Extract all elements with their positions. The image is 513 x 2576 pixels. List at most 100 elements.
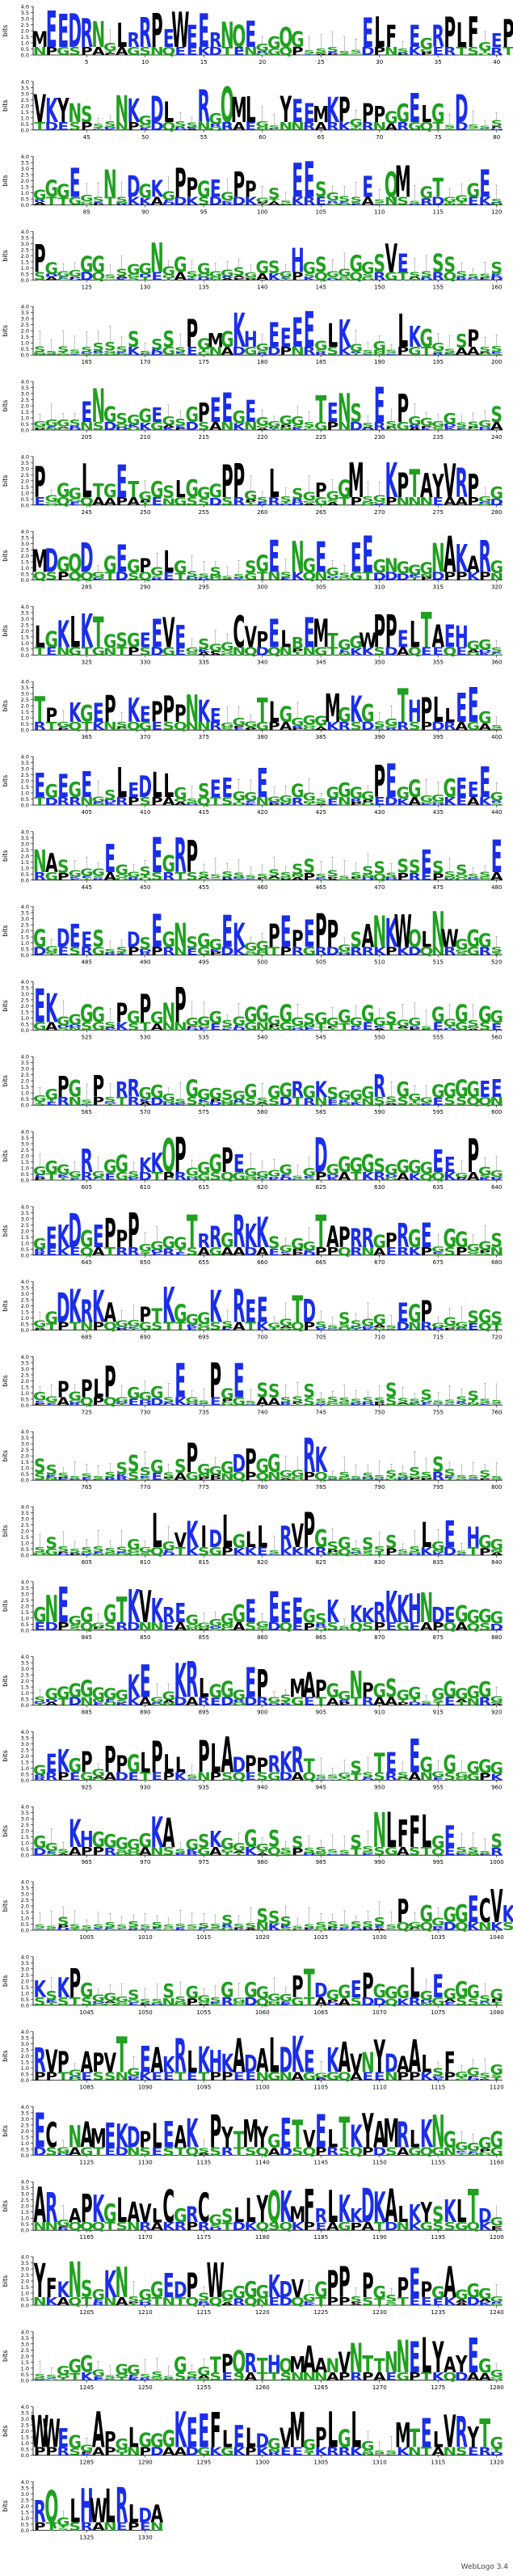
logo-glyph: P: [162, 689, 175, 731]
logo-glyph-minor: R: [209, 720, 222, 732]
x-tick-label: 275: [433, 509, 444, 516]
logo-glyph-minor: T: [187, 276, 198, 279]
y-tick-label: 1.5: [21, 1684, 29, 1691]
logo-glyph: S: [351, 196, 362, 204]
y-tick-label: 1.5: [21, 34, 29, 40]
logo-glyph: H: [244, 327, 258, 352]
logo-glyph-minor: S: [198, 497, 210, 508]
logo-glyph: R: [80, 10, 93, 56]
logo-glyph-minor: A: [221, 345, 233, 358]
x-tick-label: 615: [199, 1184, 209, 1191]
y-tick-label: 2.5: [21, 1822, 29, 1828]
logo-glyph-minor: S: [256, 351, 268, 354]
logo-glyph-minor: R: [150, 578, 163, 581]
logo-glyph: M: [313, 611, 329, 656]
logo-glyph-minor: K: [361, 646, 374, 659]
logo-glyph: G: [267, 33, 281, 53]
logo-glyph: P: [502, 11, 513, 57]
logo-glyph-minor: R: [420, 196, 433, 207]
x-tick-label: 830: [374, 1559, 385, 1566]
logo-glyph-minor: E: [104, 2146, 116, 2159]
logo-glyph-minor: K: [150, 348, 163, 353]
logo-glyph-minor: N: [279, 646, 292, 659]
y-tick-label: 4.0: [21, 904, 29, 910]
y-tick-label: 4.0: [21, 1879, 29, 1886]
logo-glyph-minor: R: [338, 720, 351, 733]
logo-glyph-minor: A: [92, 495, 105, 508]
logo-glyph-minor: S: [140, 646, 151, 659]
logo-glyph-minor: S: [93, 2071, 104, 2084]
y-tick-label: 2.0: [21, 1303, 29, 1309]
logo-glyph-minor: P: [467, 427, 479, 429]
y-tick-label: 1.5: [21, 1309, 29, 1316]
logo-glyph-minor: P: [280, 424, 292, 428]
logo-glyph-minor: R: [233, 1929, 246, 1930]
y-tick-label: 1.5: [21, 934, 29, 941]
logo-glyph-minor: S: [81, 1996, 93, 2009]
x-tick-label: 425: [316, 809, 326, 816]
logo-glyph-minor: G: [314, 495, 328, 508]
y-tick-label: 3.0: [21, 2191, 29, 2198]
logo-glyph-minor: E: [81, 2071, 92, 2084]
logo-glyph-minor: P: [198, 1629, 210, 1630]
y-axis-label: bits: [2, 1150, 9, 1162]
logo-glyph-minor: T: [233, 579, 245, 580]
logo-glyph-minor: G: [221, 652, 234, 656]
logo-glyph-minor: D: [103, 420, 117, 433]
logo-glyph-minor: R: [420, 276, 432, 279]
logo-glyph: G: [44, 418, 58, 428]
logo-glyph: S: [221, 575, 233, 580]
logo-glyph-minor: E: [175, 426, 186, 429]
logo-glyph-minor: N: [33, 45, 47, 58]
logo-glyph-minor: T: [327, 578, 338, 581]
x-tick-label: 160: [491, 284, 502, 290]
logo-glyph-minor: E: [479, 1855, 490, 1856]
logo-glyph-minor: D: [150, 352, 164, 356]
y-tick-label: 1.5: [21, 859, 29, 866]
logo-glyph: G: [57, 479, 70, 502]
x-tick-label: 910: [374, 1710, 385, 1716]
x-tick-label: 605: [82, 1184, 92, 1191]
x-tick-label: 985: [316, 1859, 326, 1866]
x-tick-label: 350: [374, 659, 385, 665]
y-tick-label: 3.5: [21, 1735, 29, 1741]
x-tick-label: 200: [491, 359, 502, 365]
logo-glyph: S: [444, 254, 456, 277]
logo-glyph-minor: A: [467, 1479, 480, 1480]
logo-glyph: S: [104, 120, 116, 129]
x-tick-label: 415: [199, 809, 209, 816]
logo-glyph-minor: S: [151, 871, 162, 883]
logo-glyph-minor: D: [185, 420, 199, 433]
logo-glyph: G: [103, 631, 117, 652]
logo-glyph: G: [232, 407, 246, 428]
logo-glyph-minor: S: [456, 1996, 467, 2009]
logo-glyph: G: [103, 41, 117, 53]
x-tick-label: 215: [199, 434, 209, 441]
y-tick-label: 2.5: [21, 1297, 29, 1304]
logo-glyph: S: [456, 421, 467, 429]
logo-glyph-minor: G: [44, 353, 58, 354]
logo-glyph: G: [419, 559, 433, 577]
x-tick-label: 1040: [490, 1934, 504, 1941]
logo-glyph-minor: A: [256, 1246, 269, 1258]
logo-glyph-minor: A: [490, 871, 503, 883]
logo-glyph: P: [221, 456, 233, 508]
logo-glyph-minor: D: [443, 424, 456, 428]
logo-glyph-minor: Q: [80, 1396, 94, 1409]
logo-glyph: G: [338, 475, 351, 503]
x-tick-label: 875: [433, 1634, 444, 1641]
logo-glyph-minor: E: [351, 204, 362, 206]
logo-glyph: S: [432, 250, 444, 279]
logo-glyph-minor: D: [185, 576, 199, 579]
logo-glyph-minor: G: [267, 47, 281, 57]
logo-glyph-minor: P: [479, 1771, 491, 1782]
logo-glyph-minor: K: [291, 428, 305, 431]
logo-glyph: G: [478, 638, 492, 653]
logo-glyph-minor: E: [245, 2071, 256, 2084]
logo-glyph-minor: A: [467, 649, 481, 653]
logo-glyph-minor: S: [34, 1470, 46, 1482]
